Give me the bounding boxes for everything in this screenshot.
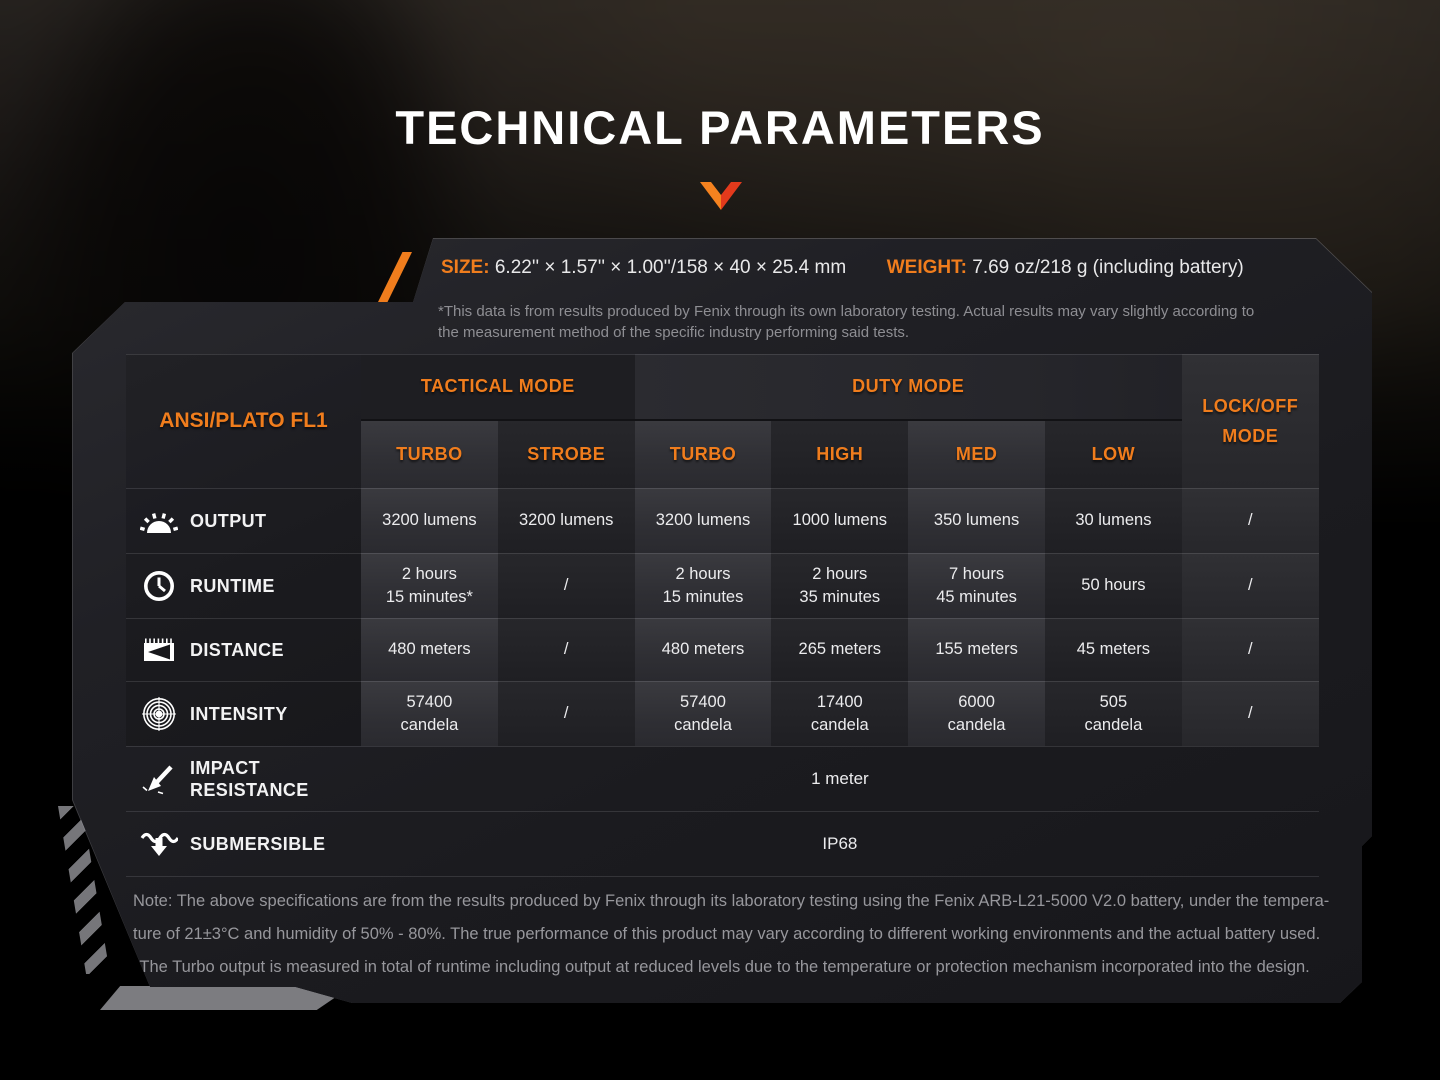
table-separator [126,681,1319,682]
row-label-impact-resistance: IMPACT RESISTANCE [126,746,361,811]
output-lock: / [1181,488,1319,553]
chevron-down-icon [700,182,742,210]
table-separator [126,746,1319,747]
lab-disclaimer-line: the measurement method of the specific i… [438,324,910,341]
mode-header-turbo-tactical: TURBO [361,421,498,488]
weight-label: WEIGHT: [886,257,967,278]
table-corner-header: ANSI/PLATO FL1 [126,354,361,488]
runtime-med: 7 hours 45 minutes [908,553,1045,618]
sunburst-icon [138,506,180,536]
row-label-output: OUTPUT [126,488,361,553]
distance-med: 155 meters [908,618,1045,681]
intensity-strobe: / [497,681,635,746]
runtime-low: 50 hours [1044,553,1182,618]
output-high: 1000 lumens [771,488,909,553]
intensity-low: 505 candela [1044,681,1182,746]
table-separator [126,618,1319,619]
output-low: 30 lumens [1044,488,1182,553]
impact-icon [138,762,180,796]
distance-high: 265 meters [771,618,909,681]
runtime-duty-turbo: 2 hours 15 minutes [634,553,772,618]
table-separator [126,488,1319,489]
runtime-tactical-turbo: 2 hours 15 minutes* [361,553,498,618]
target-icon [138,696,180,732]
intensity-lock: / [1181,681,1319,746]
mode-header-strobe: STROBE [497,421,635,488]
lock-off-mode-header: LOCK/OFF MODE [1181,354,1319,488]
size-weight-banner: SIZE: 6.22'' × 1.57'' × 1.00''/158 × 40 … [441,257,1361,279]
row-label-intensity: INTENSITY [126,681,361,746]
tactical-mode-header: TACTICAL MODE [361,354,635,421]
lab-disclaimer: *This data is from results produced by F… [438,301,1348,343]
duty-mode-header: DUTY MODE [634,354,1182,421]
clock-icon [138,569,180,603]
footnote-line: *The Turbo output is measured in total o… [133,958,1310,976]
intensity-high: 17400 candela [771,681,909,746]
page-title: TECHNICAL PARAMETERS [395,101,1045,154]
weight-value: 7.69 oz/218 g (including battery) [972,257,1244,278]
row-label-runtime: RUNTIME [126,553,361,618]
runtime-lock: / [1181,553,1319,618]
row-label-submersible: SUBMERSIBLE [126,811,361,876]
mode-header-turbo-duty: TURBO [634,421,772,488]
intensity-tactical-turbo: 57400 candela [361,681,498,746]
lab-disclaimer-line: *This data is from results produced by F… [438,303,1255,320]
spec-panel-surface: SIZE: 6.22'' × 1.57'' × 1.00''/158 × 40 … [73,239,1372,1003]
output-tactical-turbo: 3200 lumens [361,488,498,553]
table-separator [126,553,1319,554]
submersible-icon [138,828,180,860]
impact-resistance-value: 1 meter [811,768,869,788]
runtime-high: 2 hours 35 minutes [771,553,909,618]
distance-tactical-turbo: 480 meters [361,618,498,681]
table-separator [126,876,1319,877]
distance-duty-turbo: 480 meters [634,618,772,681]
size-label: SIZE: [441,257,490,278]
runtime-strobe: / [497,553,635,618]
table-separator [126,354,1319,355]
spec-table: ANSI/PLATO FL1 TACTICAL MODE DUTY MODE L… [126,354,1319,877]
footnote-line: Note: The above specifications are from … [133,892,1330,910]
spec-panel: SIZE: 6.22'' × 1.57'' × 1.00''/158 × 40 … [72,238,1372,1003]
submersible-value: IP68 [822,833,858,853]
mode-header-high: HIGH [771,421,909,488]
footnote: Note: The above specifications are from … [133,885,1345,984]
distance-strobe: / [497,618,635,681]
output-duty-turbo: 3200 lumens [634,488,772,553]
distance-lock: / [1181,618,1319,681]
size-value: 6.22'' × 1.57'' × 1.00''/158 × 40 × 25.4… [494,257,847,278]
output-med: 350 lumens [908,488,1045,553]
mode-header-med: MED [908,421,1045,488]
beam-distance-icon [138,633,180,667]
output-strobe: 3200 lumens [497,488,635,553]
footnote-line: ture of 21±3°C and humidity of 50% - 80%… [133,925,1321,943]
intensity-med: 6000 candela [908,681,1045,746]
intensity-duty-turbo: 57400 candela [634,681,772,746]
distance-low: 45 meters [1044,618,1182,681]
row-label-distance: DISTANCE [126,618,361,681]
mode-header-low: LOW [1044,421,1182,488]
table-separator [126,811,1319,812]
